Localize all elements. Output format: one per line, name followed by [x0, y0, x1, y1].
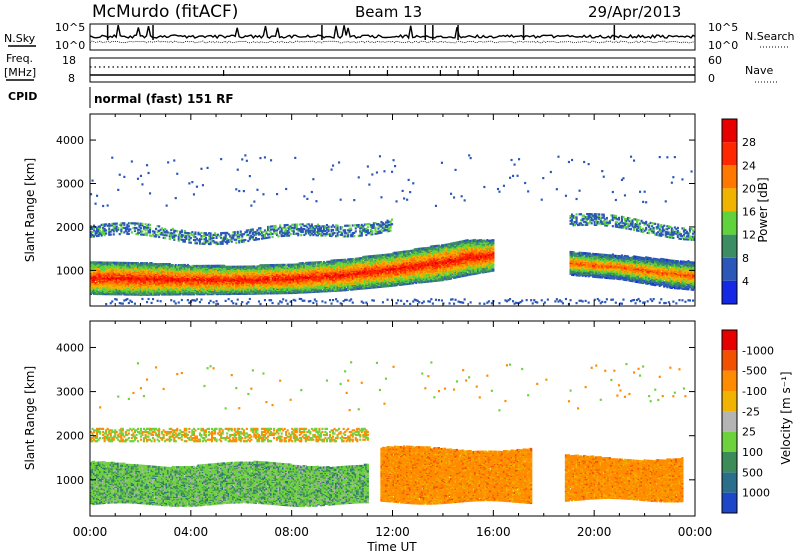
- time-tick-label: 00:00: [73, 525, 108, 539]
- colorbar-swatch: [722, 165, 737, 189]
- colorbar-label: 100: [742, 446, 763, 459]
- colorbar-swatch: [722, 234, 737, 258]
- colorbar-swatch: [722, 280, 737, 304]
- freq-tick-bottom: 8: [68, 72, 75, 85]
- nave-tick-bottom: 0: [708, 72, 715, 85]
- velocity-data: [90, 361, 687, 507]
- nave-tick-top: 60: [708, 54, 722, 67]
- power-range-axis-title: Slant Range [km]: [23, 158, 37, 262]
- noise-left-tick-top: 10^5: [55, 21, 85, 34]
- colorbar-label: 24: [742, 159, 756, 172]
- time-tick-label: 16:00: [476, 525, 511, 539]
- time-tick-label: 12:00: [375, 525, 410, 539]
- colorbar-swatch: [722, 411, 737, 432]
- power-panel: 1000 2000 3000 4000: [56, 113, 696, 307]
- colorbar-swatch: [722, 188, 737, 212]
- colorbar-swatch: [722, 350, 737, 371]
- time-axis-title: Time UT: [366, 540, 417, 554]
- colorbar-label: 4: [742, 275, 749, 288]
- colorbar-label: 500: [742, 466, 763, 479]
- range-tick-label: 3000: [56, 386, 84, 399]
- time-tick-label: 00:00: [678, 525, 713, 539]
- colorbar-label: 12: [742, 229, 756, 242]
- colorbar-label: -100: [742, 385, 767, 398]
- time-tick-label: 20:00: [577, 525, 612, 539]
- colorbar-swatch: [722, 472, 737, 493]
- time-tick-label: 04:00: [174, 525, 209, 539]
- range-tick-label: 3000: [56, 178, 84, 191]
- cpid-label: CPID: [8, 90, 37, 103]
- colorbar-label: 16: [742, 206, 756, 219]
- colorbar-label: 8: [742, 252, 749, 265]
- velocity-panel: 1000 2000 3000 4000: [56, 320, 696, 517]
- colorbar-label: 1000: [742, 487, 770, 500]
- colorbar-swatch: [722, 257, 737, 281]
- colorbar-swatch: [722, 142, 737, 166]
- power-colorbar: 4 8 12 16 20 24 28: [721, 118, 756, 305]
- velocity-range-axis-title: Slant Range [km]: [23, 366, 37, 470]
- freq-label-line1: Freq.: [6, 52, 33, 65]
- freq-panel: Freq. [MHz] 18 8 60 0 Nave: [4, 52, 778, 85]
- power-data: [90, 154, 695, 306]
- colorbar-label: -25: [742, 405, 760, 418]
- noise-panel: N.Sky 10^5 10^0 10^5 10^0 N.Search: [4, 21, 795, 52]
- noise-right-label: N.Search: [745, 30, 795, 43]
- velocity-colorbar: 1000 500 100 25 -25 -100 -500 -1000: [721, 329, 774, 514]
- cpid-row: CPID normal (fast) 151 RF: [8, 87, 234, 108]
- noise-traces: [89, 24, 696, 44]
- power-scale-title: Power [dB]: [756, 177, 770, 242]
- colorbar-swatch: [722, 330, 737, 351]
- colorbar-label: 20: [742, 182, 756, 195]
- range-tick-label: 4000: [56, 341, 84, 354]
- velocity-axes: 1000 2000 3000 4000: [56, 321, 696, 516]
- cpid-value: normal (fast) 151 RF: [94, 92, 234, 106]
- date-title: 29/Apr/2013: [588, 3, 681, 21]
- colorbar-swatch: [722, 211, 737, 235]
- range-tick-label: 1000: [56, 264, 84, 277]
- velocity-scale-title: Velocity [m s⁻¹]: [779, 371, 793, 464]
- colorbar-label: 28: [742, 136, 756, 149]
- time-tick-label: 08:00: [274, 525, 309, 539]
- noise-left-tick-bottom: 10^0: [55, 39, 85, 52]
- colorbar-swatch: [722, 370, 737, 391]
- station-title: McMurdo (fitACF): [92, 2, 238, 22]
- range-tick-label: 4000: [56, 134, 84, 147]
- range-tick-label: 2000: [56, 221, 84, 234]
- range-tick-label: 2000: [56, 430, 84, 443]
- colorbar-swatch: [722, 391, 737, 412]
- colorbar-swatch: [722, 119, 737, 143]
- colorbar-label: -1000: [742, 344, 774, 357]
- time-axis-ticks: 00:00 04:00 08:00 12:00 16:00 20:00 00:00: [73, 525, 713, 539]
- colorbar-swatch: [722, 431, 737, 452]
- noise-left-label: N.Sky: [4, 32, 36, 45]
- noise-right-tick-top: 10^5: [708, 21, 738, 34]
- colorbar-label: 25: [742, 426, 756, 439]
- colorbar-swatch: [722, 452, 737, 473]
- freq-label-line2: [MHz]: [4, 66, 36, 79]
- nave-label: Nave: [745, 64, 773, 77]
- freq-marks: [223, 70, 515, 76]
- range-tick-label: 1000: [56, 474, 84, 487]
- colorbar-swatch: [722, 492, 737, 513]
- colorbar-label: -500: [742, 365, 767, 378]
- noise-right-tick-bottom: 10^0: [708, 39, 738, 52]
- beam-title: Beam 13: [355, 3, 422, 21]
- freq-tick-top: 18: [62, 54, 76, 67]
- power-axes: 1000 2000 3000 4000: [56, 114, 696, 306]
